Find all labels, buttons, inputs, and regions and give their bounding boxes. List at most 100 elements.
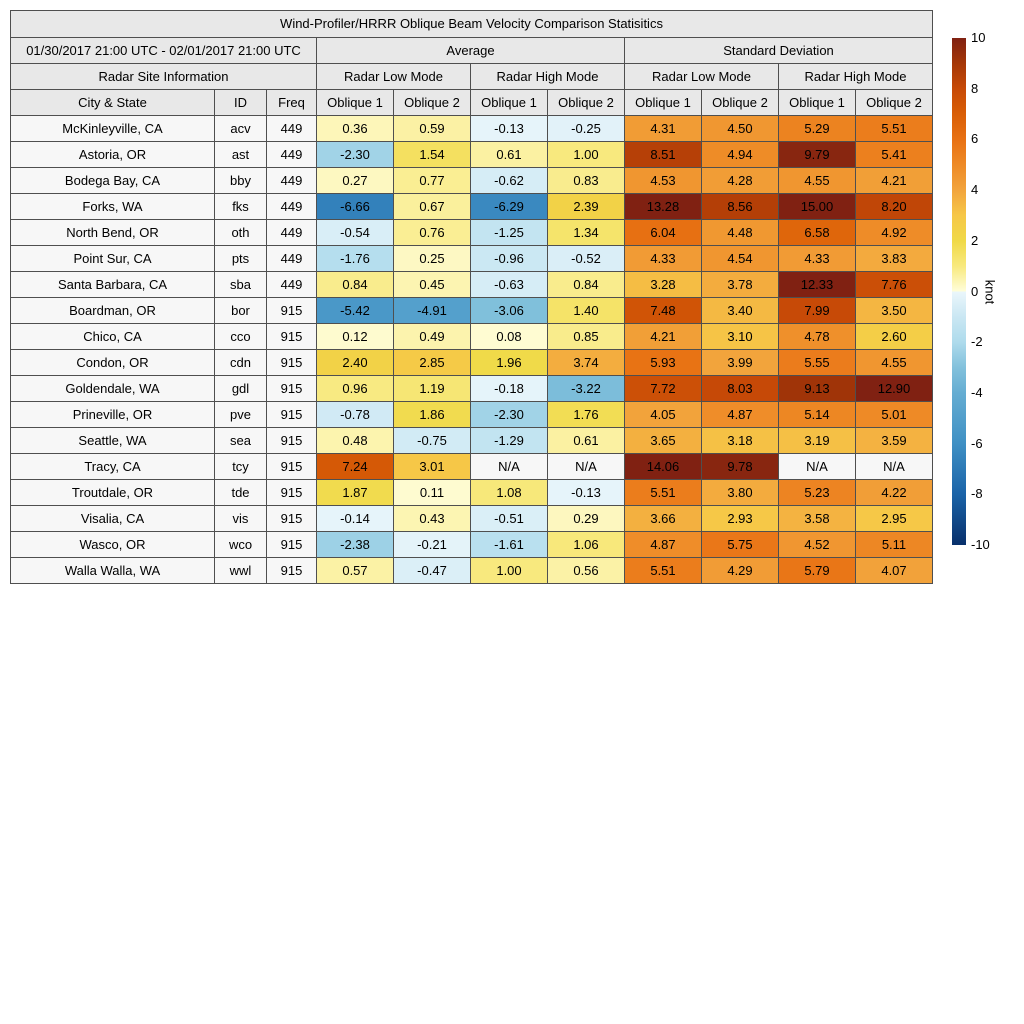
value-cell: 8.56 <box>701 193 779 220</box>
value-cell: 5.29 <box>778 115 856 142</box>
city-state-cell: Forks, WA <box>10 193 215 220</box>
site-freq-cell: 915 <box>266 479 317 506</box>
value-cell: 4.92 <box>855 219 933 246</box>
oblique2-header: Oblique 2 <box>701 89 779 116</box>
value-cell: 5.51 <box>624 557 702 584</box>
value-cell: 2.93 <box>701 505 779 532</box>
oblique2-header: Oblique 2 <box>547 89 625 116</box>
value-cell: -0.78 <box>316 401 394 428</box>
city-state-cell: Astoria, OR <box>10 141 215 168</box>
site-freq-cell: 915 <box>266 375 317 402</box>
site-freq-cell: 915 <box>266 453 317 480</box>
value-cell: 8.20 <box>855 193 933 220</box>
value-cell: 5.41 <box>855 141 933 168</box>
site-freq-cell: 915 <box>266 297 317 324</box>
city-state-cell: Santa Barbara, CA <box>10 271 215 298</box>
value-cell: 4.21 <box>855 167 933 194</box>
value-cell: 0.27 <box>316 167 394 194</box>
value-cell: -0.47 <box>393 557 471 584</box>
mode-header-row: Radar Site Information Radar Low Mode Ra… <box>10 63 933 90</box>
table-row: McKinleyville, CA acv 449 0.36 0.59 -0.13 -0.2… <box>10 115 933 142</box>
value-cell: 5.14 <box>778 401 856 428</box>
value-cell: 3.99 <box>701 349 779 376</box>
value-cell: 3.19 <box>778 427 856 454</box>
value-cell: 3.78 <box>701 271 779 298</box>
value-cell: 2.39 <box>547 193 625 220</box>
title-row: Wind-Profiler/HRRR Oblique Beam Velocity… <box>10 10 933 38</box>
value-cell: 4.29 <box>701 557 779 584</box>
chart-title: Wind-Profiler/HRRR Oblique Beam Velocity… <box>10 10 933 38</box>
value-cell: N/A <box>855 453 933 480</box>
city-state-cell: Troutdale, OR <box>10 479 215 506</box>
site-freq-cell: 915 <box>266 427 317 454</box>
table-row: Chico, CA cco 915 0.12 0.49 0.08 0.85 4.21 3.10 4… <box>10 323 933 350</box>
value-cell: 5.11 <box>855 531 933 558</box>
value-cell: 4.33 <box>624 245 702 272</box>
site-freq-cell: 915 <box>266 531 317 558</box>
value-cell: 4.33 <box>778 245 856 272</box>
colorbar-tick-label: 4 <box>971 182 979 198</box>
value-cell: 8.51 <box>624 141 702 168</box>
site-freq-cell: 449 <box>266 141 317 168</box>
city-state-cell: Bodega Bay, CA <box>10 167 215 194</box>
value-cell: 0.67 <box>393 193 471 220</box>
city-state-header: City & State <box>10 89 215 116</box>
table-row: Astoria, OR ast 449 -2.30 1.54 0.61 1.00 8.51 4.… <box>10 141 933 168</box>
colorbar-tick-label: 2 <box>971 232 979 248</box>
value-cell: 0.36 <box>316 115 394 142</box>
site-freq-cell: 915 <box>266 557 317 584</box>
value-cell: -1.76 <box>316 245 394 272</box>
value-cell: 6.58 <box>778 219 856 246</box>
value-cell: 5.01 <box>855 401 933 428</box>
value-cell: -3.06 <box>470 297 548 324</box>
table-row: Wasco, OR wco 915 -2.38 -0.21 -1.61 1.06 4.87 5.… <box>10 531 933 558</box>
site-id-cell: tde <box>214 479 267 506</box>
value-cell: 12.90 <box>855 375 933 402</box>
value-cell: 1.87 <box>316 479 394 506</box>
colorbar-tick-label: -10 <box>971 537 990 552</box>
value-cell: 8.03 <box>701 375 779 402</box>
colorbar-gradient <box>952 38 966 545</box>
value-cell: 2.85 <box>393 349 471 376</box>
table-row: Prineville, OR pve 915 -0.78 1.86 -2.30 1.76 4.… <box>10 401 933 428</box>
site-freq-cell: 915 <box>266 349 317 376</box>
value-cell: 4.78 <box>778 323 856 350</box>
site-freq-cell: 449 <box>266 219 317 246</box>
value-cell: 4.87 <box>624 531 702 558</box>
value-cell: -6.29 <box>470 193 548 220</box>
site-id-cell: bor <box>214 297 267 324</box>
value-cell: 4.54 <box>701 245 779 272</box>
city-state-cell: Goldendale, WA <box>10 375 215 402</box>
value-cell: 4.07 <box>855 557 933 584</box>
value-cell: 5.51 <box>624 479 702 506</box>
value-cell: 3.80 <box>701 479 779 506</box>
value-cell: 3.58 <box>778 505 856 532</box>
oblique1-header: Oblique 1 <box>624 89 702 116</box>
value-cell: 4.87 <box>701 401 779 428</box>
value-cell: 3.74 <box>547 349 625 376</box>
value-cell: -3.22 <box>547 375 625 402</box>
site-freq-cell: 449 <box>266 115 317 142</box>
colorbar-tick-label: -6 <box>971 435 983 451</box>
city-state-cell: Tracy, CA <box>10 453 215 480</box>
period-label: 01/30/2017 21:00 UTC - 02/01/2017 21:00 … <box>10 37 317 64</box>
value-cell: 0.29 <box>547 505 625 532</box>
colorbar: knot 10 8 6 4 2 0 -2 -4 -6 -8 -10 <box>952 30 998 552</box>
table-row: Troutdale, OR tde 915 1.87 0.11 1.08 -0.13 5.51… <box>10 479 933 506</box>
value-cell: 2.40 <box>316 349 394 376</box>
value-cell: 1.08 <box>470 479 548 506</box>
site-freq-cell: 449 <box>266 193 317 220</box>
city-state-cell: Chico, CA <box>10 323 215 350</box>
site-id-cell: vis <box>214 505 267 532</box>
site-id-cell: pts <box>214 245 267 272</box>
value-cell: -0.54 <box>316 219 394 246</box>
value-cell: 4.05 <box>624 401 702 428</box>
value-cell: -4.91 <box>393 297 471 324</box>
value-cell: 6.04 <box>624 219 702 246</box>
colorbar-tick-label: -8 <box>971 486 983 502</box>
stats-table: Wind-Profiler/HRRR Oblique Beam Velocity… <box>10 10 933 584</box>
value-cell: 0.48 <box>316 427 394 454</box>
value-cell: 3.18 <box>701 427 779 454</box>
site-id-cell: sba <box>214 271 267 298</box>
value-cell: 5.79 <box>778 557 856 584</box>
